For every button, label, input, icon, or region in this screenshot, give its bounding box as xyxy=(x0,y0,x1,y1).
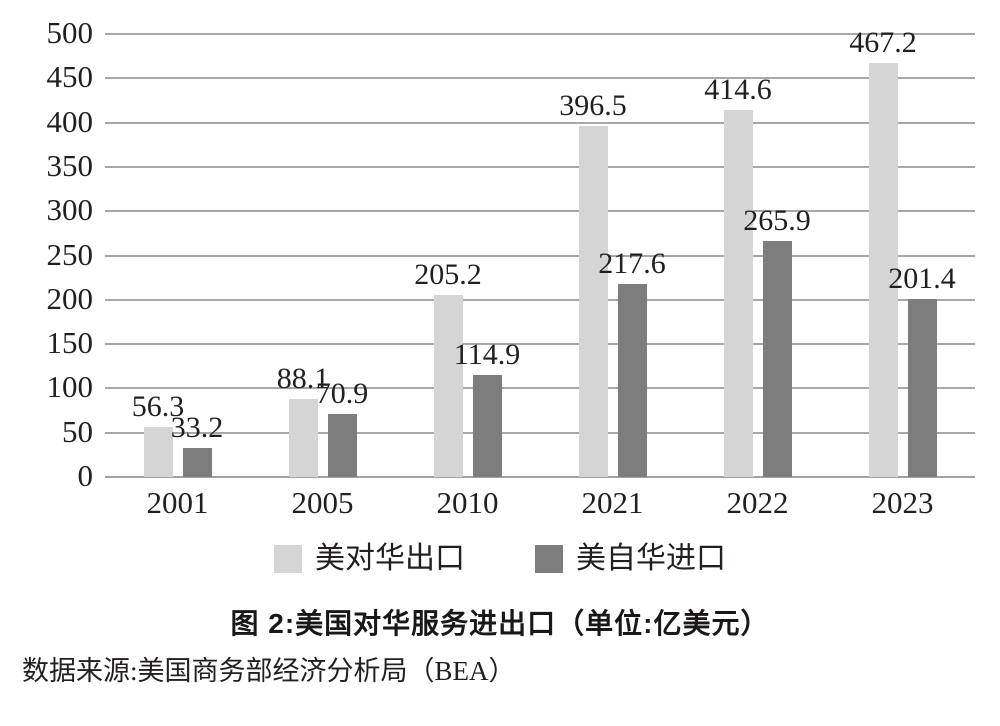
legend-swatch xyxy=(274,545,302,573)
bar-value-label: 56.3 xyxy=(131,390,185,424)
x-axis-tick-label: 2010 xyxy=(436,485,499,520)
legend-label: 美对华出口 xyxy=(315,542,465,575)
x-axis-tick-label: 2023 xyxy=(871,485,934,520)
legend-item-exports: 美对华出口 xyxy=(274,542,465,576)
export-bar xyxy=(578,125,608,477)
gridline xyxy=(105,165,975,168)
gridline xyxy=(105,121,975,124)
bar-value-label: 88.1 xyxy=(276,361,330,395)
import-bar xyxy=(472,375,502,477)
bar-value-label: 396.5 xyxy=(559,88,627,122)
y-axis-tick-label: 300 xyxy=(46,192,94,228)
import-bar xyxy=(762,241,792,477)
legend-item-imports: 美自华进口 xyxy=(535,542,726,576)
gridline xyxy=(105,77,975,80)
bar-value-label: 414.6 xyxy=(704,72,772,106)
y-axis-tick-label: 100 xyxy=(46,369,94,405)
gridline xyxy=(105,210,975,213)
x-axis-tick-label: 2022 xyxy=(726,485,789,520)
legend-label: 美自华进口 xyxy=(576,542,726,575)
legend-swatch xyxy=(535,545,563,573)
y-axis-tick-label: 500 xyxy=(46,15,94,50)
gridline xyxy=(105,298,975,301)
bar-value-label: 33.2 xyxy=(170,410,224,444)
y-axis-tick-label: 50 xyxy=(62,413,93,449)
bar-value-label: 201.4 xyxy=(888,261,956,295)
gridline xyxy=(105,431,975,434)
import-bar xyxy=(907,298,937,477)
bar-value-label: 467.2 xyxy=(849,26,917,60)
x-axis-tick-label: 2001 xyxy=(146,485,209,520)
import-bar xyxy=(182,447,212,477)
import-bar xyxy=(327,414,357,477)
bar-value-label: 70.9 xyxy=(315,377,369,411)
x-axis-tick-label: 2021 xyxy=(581,485,644,520)
bar-chart-plot-area: 0 50 100 150 200 250 300 350 400 450 500 56.3 33.2 20… xyxy=(46,15,975,520)
y-axis-tick-label: 250 xyxy=(46,236,94,272)
bar-value-label: 265.9 xyxy=(743,204,811,238)
export-bar xyxy=(433,295,463,477)
y-axis-tick-label: 400 xyxy=(46,103,94,139)
figure-caption: 图 2:美国对华服务进出口（单位:亿美元） xyxy=(230,608,770,639)
import-bar xyxy=(617,284,647,477)
bar-value-label: 114.9 xyxy=(453,338,521,372)
y-axis-tick-label: 350 xyxy=(46,147,94,183)
gridline xyxy=(105,33,975,35)
gridline xyxy=(105,387,975,390)
y-axis-tick-label: 0 xyxy=(77,458,94,493)
y-axis-tick-label: 150 xyxy=(46,325,94,361)
bar-value-label: 205.2 xyxy=(414,258,482,292)
export-bar xyxy=(723,109,753,477)
export-bar xyxy=(288,398,318,477)
y-axis-tick-label: 200 xyxy=(46,280,94,316)
data-source-note: 数据来源:美国商务部经济分析局（BEA） xyxy=(22,656,516,686)
export-bar xyxy=(868,63,898,477)
chart-legend: 美对华出口 美自华进口 xyxy=(0,541,1000,577)
gridline xyxy=(105,343,975,346)
y-axis-tick-label: 450 xyxy=(46,59,94,95)
export-bar xyxy=(143,427,173,477)
bar-value-label: 217.6 xyxy=(598,247,666,281)
x-axis-line xyxy=(105,476,975,478)
gridline xyxy=(105,254,975,257)
x-axis-tick-label: 2005 xyxy=(291,485,354,520)
